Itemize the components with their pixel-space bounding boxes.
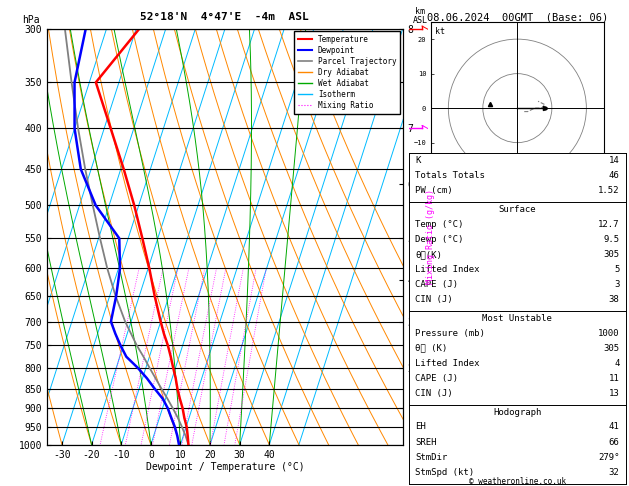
Text: Hodograph: Hodograph (493, 408, 542, 417)
Text: θᴄ (K): θᴄ (K) (415, 344, 447, 353)
Text: Pressure (mb): Pressure (mb) (415, 329, 485, 338)
Text: 13: 13 (609, 389, 620, 398)
Text: Temp (°C): Temp (°C) (415, 220, 464, 229)
Text: CIN (J): CIN (J) (415, 389, 453, 398)
Text: 1000: 1000 (598, 329, 620, 338)
Text: 305: 305 (603, 344, 620, 353)
Text: 52°18'N  4°47'E  -4m  ASL: 52°18'N 4°47'E -4m ASL (140, 12, 309, 22)
Text: Totals Totals: Totals Totals (415, 171, 485, 180)
Text: 41: 41 (609, 422, 620, 432)
Text: EH: EH (415, 422, 426, 432)
Text: 66: 66 (609, 437, 620, 447)
Text: kt: kt (435, 27, 445, 36)
Text: 5: 5 (614, 265, 620, 274)
Text: Lifted Index: Lifted Index (415, 265, 480, 274)
Text: SREH: SREH (415, 437, 437, 447)
Text: 14: 14 (609, 156, 620, 165)
Text: km
ASL: km ASL (413, 7, 428, 25)
Text: Most Unstable: Most Unstable (482, 314, 552, 323)
Text: PW (cm): PW (cm) (415, 186, 453, 195)
Text: Mixing Ratio (g/kg): Mixing Ratio (g/kg) (426, 190, 435, 284)
Text: 46: 46 (609, 171, 620, 180)
Text: 3: 3 (614, 280, 620, 289)
Text: LCL: LCL (409, 426, 425, 435)
Text: 11: 11 (609, 374, 620, 383)
Text: 1.52: 1.52 (598, 186, 620, 195)
Text: Surface: Surface (499, 205, 536, 214)
Text: Lifted Index: Lifted Index (415, 359, 480, 368)
Text: StmSpd (kt): StmSpd (kt) (415, 468, 474, 477)
Text: 08.06.2024  00GMT  (Base: 06): 08.06.2024 00GMT (Base: 06) (426, 12, 608, 22)
X-axis label: Dewpoint / Temperature (°C): Dewpoint / Temperature (°C) (145, 462, 304, 472)
Text: CIN (J): CIN (J) (415, 295, 453, 304)
Text: StmDir: StmDir (415, 452, 447, 462)
Text: 38: 38 (609, 295, 620, 304)
Text: CAPE (J): CAPE (J) (415, 280, 458, 289)
Text: 305: 305 (603, 250, 620, 259)
Legend: Temperature, Dewpoint, Parcel Trajectory, Dry Adiabat, Wet Adiabat, Isotherm, Mi: Temperature, Dewpoint, Parcel Trajectory… (294, 32, 400, 114)
Text: 4: 4 (614, 359, 620, 368)
Text: CAPE (J): CAPE (J) (415, 374, 458, 383)
Text: 32: 32 (609, 468, 620, 477)
Text: Dewp (°C): Dewp (°C) (415, 235, 464, 244)
Text: © weatheronline.co.uk: © weatheronline.co.uk (469, 476, 566, 486)
Text: 9.5: 9.5 (603, 235, 620, 244)
Text: 12.7: 12.7 (598, 220, 620, 229)
Text: θᴄ(K): θᴄ(K) (415, 250, 442, 259)
Text: K: K (415, 156, 421, 165)
Text: hPa: hPa (22, 15, 40, 25)
Text: 279°: 279° (598, 452, 620, 462)
